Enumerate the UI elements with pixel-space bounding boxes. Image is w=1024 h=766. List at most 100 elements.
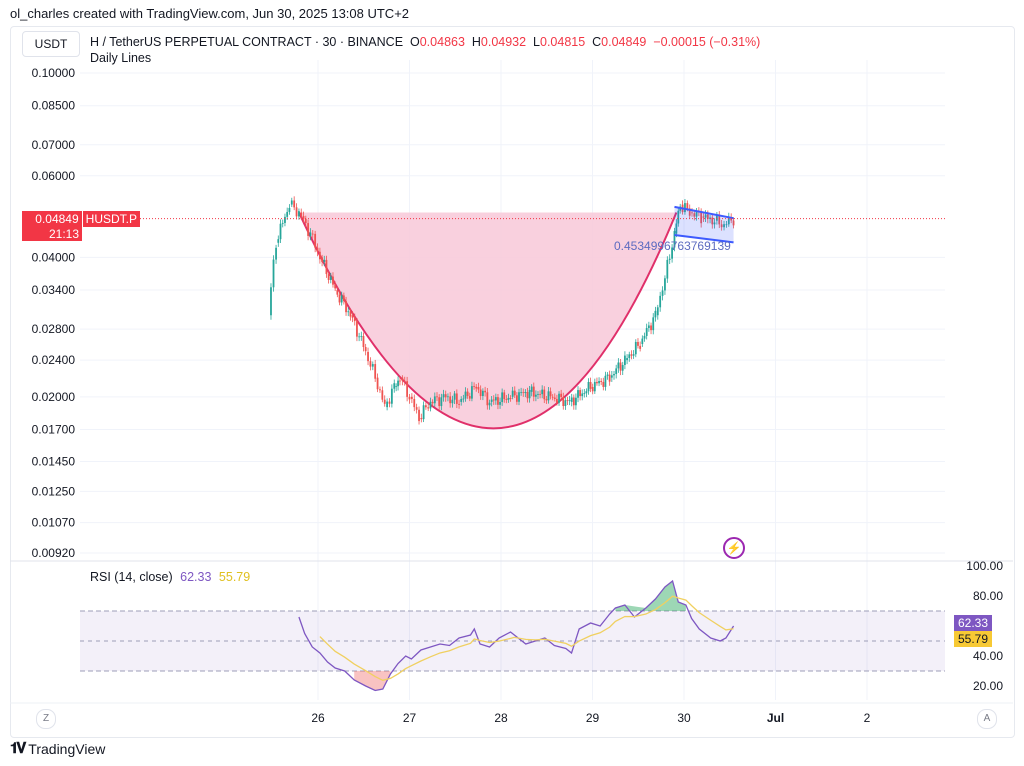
candle-body — [397, 380, 399, 387]
candle-body — [661, 290, 664, 296]
rsi-overbought-fill — [615, 581, 686, 611]
price-tick-label: 0.03400 — [32, 283, 76, 297]
tradingview-logo-icon: 𝟏𝐕 — [10, 740, 26, 757]
candle-body — [632, 354, 635, 356]
price-tick-label: 0.06000 — [32, 169, 76, 183]
candle-body — [309, 232, 312, 236]
candle-body — [637, 341, 639, 346]
candle-body — [288, 207, 291, 212]
candle-body — [537, 393, 539, 395]
candle-body — [606, 374, 609, 376]
candle-body — [270, 287, 272, 316]
price-tick-label: 0.04000 — [32, 250, 76, 264]
flag-channel-line — [674, 234, 734, 244]
low-value: 0.04815 — [540, 35, 586, 49]
candle-body — [277, 239, 280, 243]
candle-body — [615, 368, 618, 374]
candle-body — [422, 405, 425, 420]
candle-body — [453, 393, 456, 400]
candle-body — [549, 391, 552, 397]
candle-body — [589, 381, 592, 389]
candle-body — [723, 224, 725, 228]
candle-body — [553, 397, 556, 399]
candle-body — [664, 278, 666, 291]
flash-icon[interactable]: ⚡ — [723, 537, 745, 559]
candle-body — [367, 351, 369, 362]
candle-body — [532, 386, 535, 397]
candle-body — [558, 393, 560, 403]
candle-body — [643, 335, 646, 339]
price-tick-label: 0.01070 — [32, 516, 76, 530]
price-tick-label: 0.00920 — [32, 546, 76, 560]
candle-body — [630, 354, 633, 356]
candle-body — [577, 390, 579, 398]
candle-body — [374, 364, 377, 379]
candle-body — [468, 396, 471, 399]
candle-body — [323, 259, 326, 262]
candle-body — [645, 328, 648, 336]
chart-frame — [10, 26, 1015, 738]
candle-body — [668, 258, 671, 260]
candle-body — [488, 402, 491, 406]
candle-body — [515, 395, 518, 402]
candle-body — [693, 213, 696, 217]
candle-body — [581, 393, 584, 397]
candle-body — [564, 400, 567, 407]
candle-body — [327, 274, 330, 280]
candle-body — [466, 391, 469, 397]
currency-button[interactable]: USDT — [22, 31, 80, 57]
candle-body — [575, 397, 577, 406]
candle-body — [275, 247, 277, 260]
candle-body — [572, 397, 575, 406]
zoom-button[interactable]: Z — [36, 709, 56, 729]
candle-body — [427, 407, 430, 409]
candle-body — [732, 220, 735, 226]
price-tick-label: 0.01450 — [32, 455, 76, 469]
candle-body — [695, 211, 698, 217]
candle-body — [560, 393, 563, 398]
candle-body — [677, 210, 680, 224]
price-tick-label: 0.02800 — [32, 322, 76, 336]
candle-body — [641, 338, 644, 345]
candle-body — [591, 387, 594, 392]
price-tick-label: 0.01700 — [32, 423, 76, 437]
candle-body — [403, 380, 406, 382]
brand-label: TradingView — [28, 740, 106, 757]
candle-body — [526, 392, 529, 399]
candle-body — [522, 392, 525, 394]
indicator-daily-lines[interactable]: Daily Lines — [90, 51, 152, 65]
candle-body — [621, 364, 624, 371]
auto-scale-button[interactable]: A — [977, 709, 997, 729]
rsi-tick-label: 40.00 — [973, 649, 1003, 663]
price-tick-label: 0.02400 — [32, 353, 76, 367]
candle-body — [718, 214, 721, 225]
rsi-value: 62.33 — [180, 570, 212, 584]
candle-body — [447, 396, 449, 398]
candle-body — [390, 388, 393, 404]
price-tick-label: 0.02000 — [32, 390, 76, 404]
candle-body — [650, 325, 652, 331]
rsi-ma-badge: 55.79 — [954, 631, 993, 647]
candle-body — [444, 394, 447, 398]
candle-body — [458, 403, 460, 405]
candle-body — [490, 399, 493, 402]
open-label: O — [410, 35, 420, 49]
open-value: 0.04863 — [419, 35, 465, 49]
candle-body — [329, 276, 332, 280]
candle-body — [497, 397, 499, 405]
credit-line: ol_charles created with TradingView.com,… — [10, 6, 410, 21]
rsi-ma-value: 55.79 — [218, 570, 251, 584]
candle-body — [401, 377, 404, 381]
candle-body — [418, 409, 420, 422]
flag-channel-line — [674, 205, 734, 220]
time-tick-label: 26 — [311, 711, 325, 725]
candle-body — [528, 390, 531, 399]
candle-body — [351, 315, 354, 318]
candle-body — [410, 396, 413, 399]
time-tick-label: 2 — [864, 711, 871, 725]
candle-body — [284, 216, 286, 223]
candle-body — [518, 392, 520, 402]
price-tick-label: 0.10000 — [32, 66, 76, 80]
candle-body — [369, 361, 372, 367]
